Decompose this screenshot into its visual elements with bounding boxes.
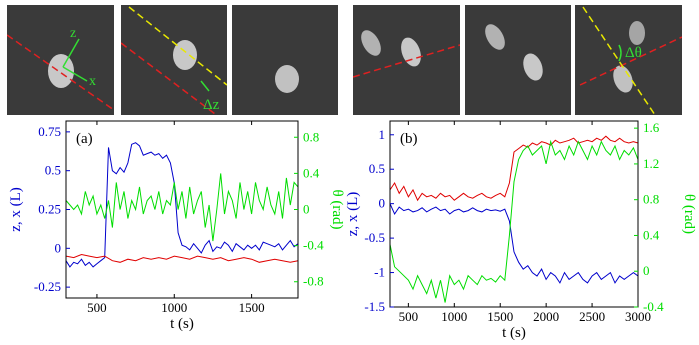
y-left-tick-label: 0: [379, 196, 386, 211]
particle-blob: [48, 54, 74, 88]
y-right-tick-label: 1.6: [643, 120, 660, 135]
x-tick-label: 1500: [487, 309, 513, 324]
y-left-tick-label: 0.25: [38, 202, 61, 217]
x-label: x: [89, 74, 96, 89]
series-line-x: [65, 253, 299, 263]
series-line-theta: [389, 139, 639, 303]
y-right-tick-label: 0: [303, 202, 310, 217]
reference-axis-line: [128, 6, 227, 86]
particle-axis-line: [353, 44, 460, 78]
y-right-axis-label: θ (rad): [329, 189, 345, 229]
particle-blob: [401, 37, 421, 67]
x-tick-label: 500: [87, 300, 107, 315]
y-left-tick-label: -1: [374, 265, 385, 280]
particle-blob: [173, 40, 197, 70]
y-right-tick-label: 0.8: [643, 192, 659, 207]
particle-blob: [361, 30, 381, 56]
y-right-tick-label: 0.8: [303, 129, 319, 144]
particle-blob: [275, 65, 299, 93]
x-tick-label: 1000: [441, 309, 467, 324]
particle-blob: [629, 21, 645, 45]
plot-frame: [389, 120, 639, 308]
x-tick-label: 1000: [161, 300, 187, 315]
x-tick-label: 3000: [625, 309, 651, 324]
thumbnail-right-2: [465, 5, 571, 115]
x-tick-label: 2000: [533, 309, 559, 324]
chart-panel-b: 500 1000 1500 2000 2500 3000 -1.5 -1 -0.5 0 0.5 1 -0…: [345, 120, 697, 341]
z-axis-line: [62, 38, 80, 68]
y-right-tick-label: 0.4: [303, 165, 320, 180]
thumbnail-background: [575, 5, 682, 115]
x-tick-label: 1500: [239, 300, 265, 315]
series-line-z: [389, 203, 639, 284]
y-right-axis-label: θ (rad): [681, 194, 697, 234]
particle-axis-line: [121, 42, 218, 115]
particle-blob: [523, 53, 543, 81]
particle-blob: [485, 24, 505, 50]
y-right-tick-label: 0.4: [643, 227, 660, 242]
thumbnail-right-1: [353, 5, 460, 115]
thumbnail-left-3: [232, 5, 338, 115]
y-left-tick-label: -1.5: [364, 299, 385, 314]
y-right-tick-label: 0: [643, 263, 650, 278]
y-right-tick-label: -0.4: [643, 299, 664, 314]
x-tick-label: 500: [399, 309, 419, 324]
z-label: z: [70, 26, 76, 41]
delta-z-label: Δz: [203, 97, 220, 113]
y-left-tick-label: 0: [55, 240, 62, 255]
particle-axis-line: [579, 36, 682, 86]
x-tick-label: 2500: [579, 309, 605, 324]
thumbnail-background: [232, 5, 338, 115]
y-left-tick-label: -0.5: [364, 230, 385, 245]
series-line-theta: [65, 173, 299, 242]
delta-z-marker: [200, 80, 210, 92]
thumbnail-left-1: z x: [7, 5, 114, 115]
delta-theta-label: Δθ: [625, 45, 642, 61]
y-left-tick-label: 1: [379, 127, 386, 142]
thumbnail-background: [465, 5, 571, 115]
series-line-z: [65, 142, 299, 268]
y-right-tick-label: -0.8: [303, 274, 324, 289]
particle-blob: [613, 65, 633, 93]
panel-label: (b): [400, 131, 418, 147]
y-right-tick-label: 1.2: [643, 156, 659, 171]
y-left-axis-label: z, x (L): [345, 192, 361, 237]
x-axis-line: [62, 66, 88, 82]
thumbnail-right-3: Δθ: [575, 5, 682, 115]
y-left-tick-label: 0.5: [369, 161, 385, 176]
x-axis-label: t (s): [502, 325, 526, 341]
y-left-tick-label: 0.75: [38, 124, 61, 139]
thumbnail-left-2: Δz: [121, 5, 227, 115]
y-left-tick-label: -0.25: [34, 279, 61, 294]
y-right-tick-label: -0.4: [303, 238, 324, 253]
series-line-x: [389, 135, 639, 202]
y-left-axis-label: z, x (L): [8, 187, 24, 232]
y-left-tick-label: 0.5: [45, 163, 61, 178]
panel-label: (a): [76, 131, 93, 147]
x-axis-label: t (s): [170, 316, 194, 332]
delta-theta-arc: [618, 44, 622, 62]
chart-panel-a: 500 1000 1500 -0.25 0 0.25 0.5 0.75 -0.8 -0.4 0 0.4…: [8, 120, 345, 332]
